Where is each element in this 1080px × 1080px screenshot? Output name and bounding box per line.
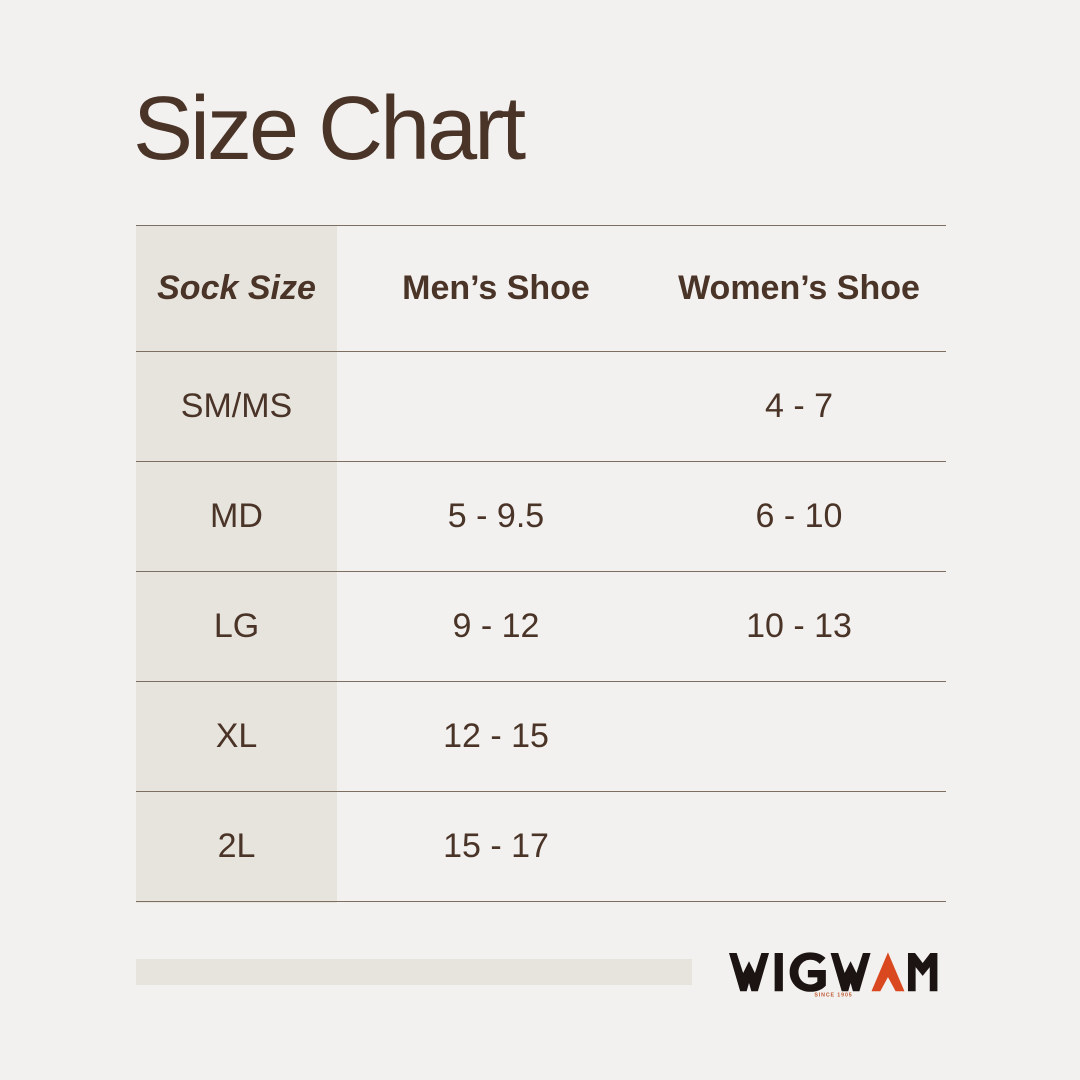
svg-text:SINCE 1905: SINCE 1905 <box>814 993 852 998</box>
